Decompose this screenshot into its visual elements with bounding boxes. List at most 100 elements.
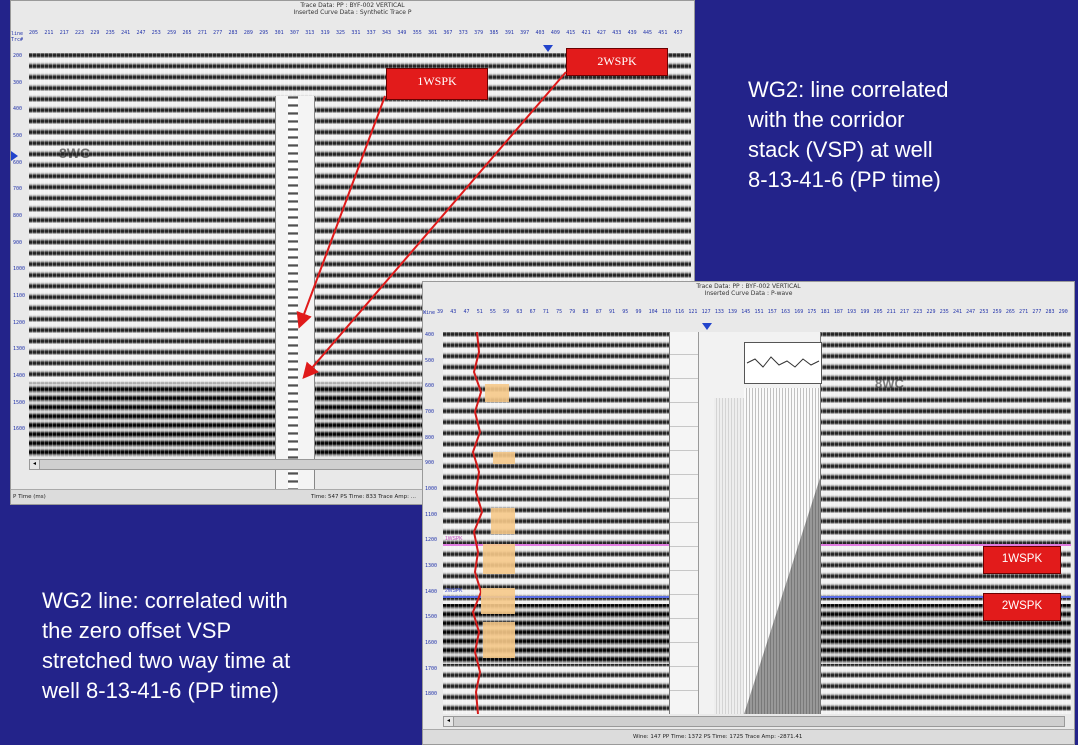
lithology-block bbox=[493, 452, 515, 464]
vsp-panel bbox=[669, 332, 822, 714]
bottom-status-text: Wine: 147 PP Time: 1372 PS Time: 1725 Tr… bbox=[633, 734, 803, 740]
time-tick-label: 1600 bbox=[425, 640, 438, 646]
bottom-seismic-window[interactable]: Trace Data: PP : BYF-002 VERTICAL Insert… bbox=[422, 281, 1075, 745]
time-tick-label: 1800 bbox=[425, 691, 438, 698]
trace-number: 343 bbox=[382, 30, 392, 36]
trace-number: 211 bbox=[886, 309, 896, 315]
caption-top-line-4: 8-13-41-6 (PP time) bbox=[748, 167, 941, 192]
trace-number: 397 bbox=[520, 30, 530, 36]
trace-number: 277 bbox=[213, 30, 223, 36]
trace-number: 331 bbox=[351, 30, 361, 36]
trace-number: 415 bbox=[566, 30, 576, 36]
time-tick-label: 200 bbox=[13, 53, 23, 59]
trace-number: 205 bbox=[29, 30, 39, 36]
time-tick-label: 400 bbox=[13, 106, 23, 113]
trace-number: 87 bbox=[595, 309, 602, 315]
top-status-right: Time: 547 PS Time: 833 Trace Amp: ... bbox=[311, 494, 416, 500]
trace-number: 91 bbox=[608, 309, 615, 315]
trace-number: 110 bbox=[661, 309, 671, 315]
top-trace-marker[interactable] bbox=[543, 45, 553, 52]
time-tick-label: 1500 bbox=[425, 614, 438, 621]
trace-number: 379 bbox=[474, 30, 484, 36]
trace-number: 241 bbox=[121, 30, 131, 36]
trace-number: 259 bbox=[992, 309, 1002, 315]
tag-2wspk-right: 2WSPK bbox=[983, 593, 1061, 621]
bottom-trace-marker[interactable] bbox=[702, 323, 712, 330]
top-trace-number-row: 205 211 217 223 229 235 241 247 253 259 265 271 277 2… bbox=[29, 30, 689, 38]
time-tick-label: 600 bbox=[425, 383, 435, 390]
caption-top-line-3: stack (VSP) at well bbox=[748, 137, 933, 162]
trace-number: 59 bbox=[503, 309, 510, 315]
trace-number: 361 bbox=[428, 30, 438, 36]
trace-number: 283 bbox=[1045, 309, 1055, 315]
horizon-label-blue: 2WSPK bbox=[445, 588, 463, 594]
trace-number: 295 bbox=[259, 30, 269, 36]
bottom-trace-number-row: 39 43 47 51 55 59 63 67 71 75 79 83 87 91 95 99 104 110 11… bbox=[437, 309, 1072, 317]
time-tick-label: 700 bbox=[425, 409, 435, 415]
time-tick-label: 1100 bbox=[425, 511, 438, 518]
bottom-window-title-1: Trace Data: PP : BYF-002 VERTICAL bbox=[696, 283, 801, 290]
time-tick-label: 1200 bbox=[13, 319, 26, 326]
caption-bottom-line-2: the zero offset VSP bbox=[42, 618, 232, 643]
top-time-marker[interactable] bbox=[11, 151, 18, 161]
trace-number: 349 bbox=[397, 30, 407, 36]
caption-top-line-1: WG2: line correlated bbox=[748, 77, 949, 102]
trace-number: 51 bbox=[476, 309, 483, 315]
top-well-log-column bbox=[275, 96, 315, 504]
bottom-seismic-section[interactable]: 8WC 1WSPK 2WSPK bbox=[443, 332, 1071, 714]
trace-number: 63 bbox=[516, 309, 523, 315]
trace-number: 163 bbox=[780, 309, 790, 315]
trace-number: 169 bbox=[794, 309, 804, 315]
bottom-section-label: 8WC bbox=[875, 376, 904, 391]
trace-number: 373 bbox=[458, 30, 468, 36]
lithology-block bbox=[485, 384, 509, 402]
top-time-axis: 200 300 400 500 600 700 800 900 1000 1100 1200 1300… bbox=[11, 53, 37, 453]
lithology-block bbox=[481, 588, 515, 614]
trace-number: 313 bbox=[305, 30, 315, 36]
trace-number: 71 bbox=[542, 309, 549, 315]
trace-number: 217 bbox=[900, 309, 910, 315]
trace-number: 43 bbox=[450, 309, 457, 315]
trace-number: 259 bbox=[167, 30, 177, 36]
trace-number: 283 bbox=[228, 30, 238, 36]
trace-number: 409 bbox=[550, 30, 560, 36]
time-tick-label: 1200 bbox=[425, 537, 438, 544]
trace-number: 253 bbox=[979, 309, 989, 315]
bottom-horizontal-scrollbar[interactable]: ◂ bbox=[443, 716, 1065, 727]
caption-top-right: WG2: line correlated with the corridor s… bbox=[748, 75, 949, 195]
time-tick-label: 1300 bbox=[425, 563, 438, 569]
trace-number: 211 bbox=[44, 30, 54, 36]
tag-1wspk-top: 1WSPK bbox=[386, 68, 488, 100]
caption-bottom-line-4: well 8-13-41-6 (PP time) bbox=[42, 678, 279, 703]
trace-number: 307 bbox=[289, 30, 299, 36]
trace-number: 325 bbox=[335, 30, 345, 36]
tag-1wspk-right: 1WSPK bbox=[983, 546, 1061, 574]
trace-number: 104 bbox=[648, 309, 658, 315]
time-tick-label: 1000 bbox=[425, 486, 438, 492]
caption-bottom-line-1: WG2 line: correlated with bbox=[42, 588, 288, 613]
red-log-curve bbox=[471, 332, 484, 714]
caption-bottom-line-3: stretched two way time at bbox=[42, 648, 291, 673]
time-tick-label: 1000 bbox=[13, 266, 26, 273]
bottom-scroll-left-button[interactable]: ◂ bbox=[444, 717, 454, 726]
trace-number: 193 bbox=[847, 309, 857, 315]
trace-number: 83 bbox=[582, 309, 589, 315]
trace-number: 235 bbox=[105, 30, 115, 36]
lithology-block bbox=[483, 622, 515, 658]
time-tick-label: 900 bbox=[13, 239, 23, 246]
top-corner-sub: Trc# bbox=[11, 37, 24, 43]
top-scroll-left-button[interactable]: ◂ bbox=[30, 460, 40, 469]
trace-number: 75 bbox=[556, 309, 563, 315]
bottom-status-bar: Wine: 147 PP Time: 1372 PS Time: 1725 Tr… bbox=[423, 729, 1074, 744]
trace-number: 151 bbox=[754, 309, 764, 315]
trace-number: 175 bbox=[807, 309, 817, 315]
time-tick-label: 1400 bbox=[13, 373, 26, 379]
trace-number: 229 bbox=[90, 30, 100, 36]
trace-number: 277 bbox=[1032, 309, 1042, 315]
time-tick-label: 600 bbox=[13, 159, 23, 166]
top-status-left: P Time (ms) bbox=[13, 494, 46, 500]
trace-number: 367 bbox=[443, 30, 453, 36]
trace-number: 385 bbox=[489, 30, 499, 36]
trace-number: 337 bbox=[366, 30, 376, 36]
trace-number: 247 bbox=[136, 30, 146, 36]
